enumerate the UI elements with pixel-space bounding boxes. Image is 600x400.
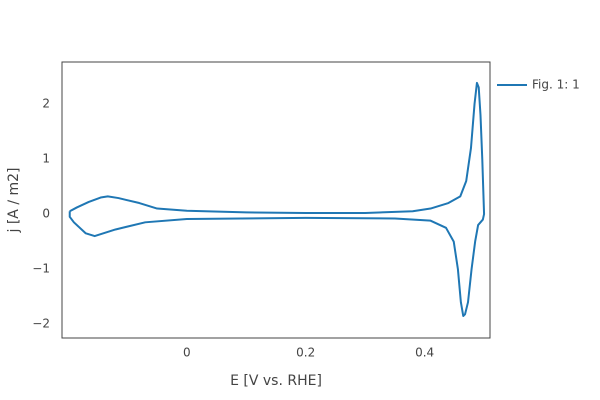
plot-frame: [61, 61, 491, 339]
x-tick-label: 0: [183, 346, 191, 360]
x-axis-title: E [V vs. RHE]: [230, 373, 322, 389]
y-tick-label: −1: [32, 262, 50, 276]
y-tick-label: 0: [42, 207, 50, 221]
x-tick-label: 0.4: [415, 346, 434, 360]
x-tick-label: 0.2: [296, 346, 315, 360]
y-tick-label: 2: [42, 96, 50, 110]
y-tick-label: 1: [42, 151, 50, 165]
legend-label: Fig. 1: 1: [532, 78, 580, 92]
y-axis-title: j [A / m2]: [6, 167, 22, 233]
series-line: [68, 81, 486, 317]
y-tick-label: −2: [32, 317, 50, 331]
